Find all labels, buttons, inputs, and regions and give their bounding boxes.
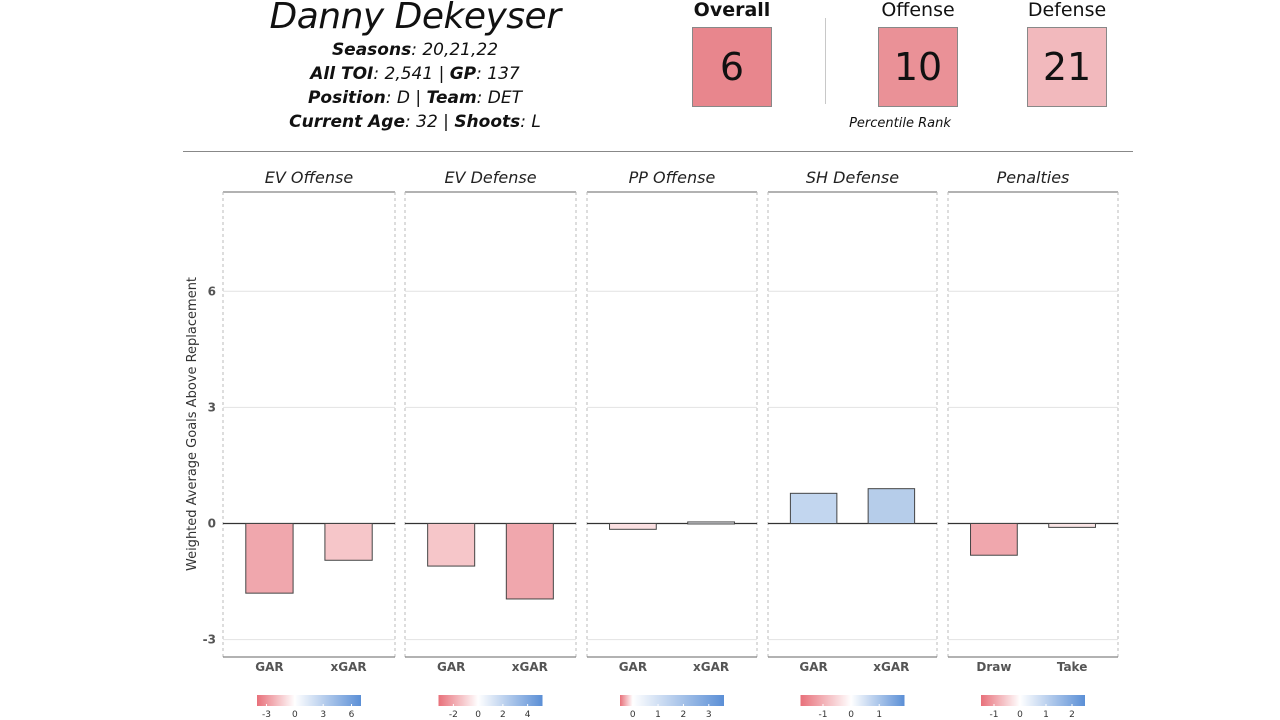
legend-tick-label: 4	[525, 710, 531, 720]
percentile-caption: Percentile Rank	[849, 116, 951, 131]
team-value: : DET	[476, 88, 523, 108]
x-tick-label: xGAR	[512, 660, 548, 674]
position-team-line: Position: D | Team: DET	[250, 86, 580, 110]
offense-rank-box: 10	[878, 27, 958, 107]
player-name: Danny Dekeyser	[269, 0, 561, 37]
legend-tick-label: 0	[292, 710, 298, 720]
panel-title: SH Defense	[806, 168, 899, 187]
legend-tick-label: 2	[681, 710, 687, 720]
legend-tick-label: 0	[630, 710, 636, 720]
panel-title: EV Offense	[265, 168, 354, 187]
x-tick-label: GAR	[799, 660, 827, 674]
panel-title: PP Offense	[629, 168, 716, 187]
gp-value: : 137	[476, 64, 520, 84]
legend-tick-label: 1	[876, 710, 882, 720]
offense-rank: Offense 10	[858, 0, 978, 107]
panel-ev-offense: EV Offense GAR xGAR -3 0 3 6	[222, 168, 396, 720]
legend-colorbar	[257, 695, 361, 706]
x-tick-label: xGAR	[330, 660, 366, 674]
shoots-label: Shoots	[454, 112, 521, 132]
bar-xgar	[324, 523, 373, 561]
x-tick-label: Take	[1057, 660, 1088, 674]
x-tick-label: GAR	[255, 660, 283, 674]
x-tick-label: Draw	[976, 660, 1011, 674]
legend-tick-label: -1	[990, 710, 999, 720]
x-tick-label: GAR	[437, 660, 465, 674]
legend-tick-label: 2	[500, 710, 506, 720]
legend-tick-label: 0	[848, 710, 854, 720]
bar-xgar	[687, 521, 735, 525]
panel-pp-offense: PP Offense GAR xGAR 0 1 2 3	[586, 168, 758, 720]
age-value: : 32 |	[405, 112, 455, 132]
header-divider	[183, 151, 1133, 152]
position-value: : D |	[385, 88, 427, 108]
legend-colorbar	[800, 695, 905, 706]
toi-gp-line: All TOI: 2,541 | GP: 137	[250, 62, 580, 86]
legend-colorbar	[981, 695, 1085, 706]
y-tick-label: 0	[208, 517, 216, 531]
legend-tick-label: 3	[706, 710, 712, 720]
bar-xgar	[505, 523, 554, 600]
x-tick-label: xGAR	[873, 660, 909, 674]
toi-value: : 2,541 |	[373, 64, 450, 84]
bar-gar	[245, 523, 294, 594]
position-label: Position	[307, 88, 386, 108]
legend-tick-label: 0	[1017, 710, 1023, 720]
player-info: Danny Dekeyser Seasons: 20,21,22 All TOI…	[250, 0, 580, 134]
y-tick-label: -3	[203, 633, 216, 647]
bar-gar	[609, 523, 657, 530]
defense-label: Defense	[1027, 0, 1107, 21]
legend-tick-label: 6	[349, 710, 355, 720]
bar-gar	[789, 492, 838, 524]
gp-label: GP	[449, 64, 477, 84]
offense-label: Offense	[881, 0, 955, 21]
legend-colorbar	[438, 695, 543, 706]
overall-rank: Overall 6	[672, 0, 792, 107]
shoots-value: : L	[520, 112, 541, 132]
legend-tick-label: -2	[449, 710, 458, 720]
legend-tick-label: -1	[818, 710, 827, 720]
legend-tick-label: 2	[1069, 710, 1075, 720]
x-tick-label: xGAR	[693, 660, 729, 674]
panel-sh-defense: SH Defense GAR xGAR -1 0 1	[767, 168, 938, 720]
seasons-label: Seasons	[331, 40, 412, 60]
legend-colorbar	[620, 695, 724, 706]
panel-penalties: Penalties Draw Take -1 0 1 2	[947, 168, 1119, 720]
legend-tick-label: 3	[320, 710, 326, 720]
panel-title: Penalties	[997, 168, 1070, 187]
legend-tick-label: 1	[1043, 710, 1049, 720]
overall-label: Overall	[693, 0, 771, 21]
overall-rank-box: 6	[692, 27, 772, 107]
seasons-value: : 20,21,22	[411, 40, 499, 60]
y-axis-label: Weighted Average Goals Above Replacement	[185, 277, 200, 571]
y-tick-label: 6	[208, 284, 216, 298]
age-shoots-line: Current Age: 32 | Shoots: L	[250, 110, 580, 134]
y-tick-label: 3	[208, 400, 216, 414]
panel-ev-defense: EV Defense GAR xGAR -2 0 2 4	[404, 168, 577, 720]
bar-xgar	[867, 488, 916, 525]
legend-tick-label: -3	[262, 710, 271, 720]
bar-take	[1048, 523, 1096, 528]
legend-tick-label: 1	[655, 710, 661, 720]
seasons-line: Seasons: 20,21,22	[250, 38, 580, 62]
team-label: Team	[426, 88, 477, 108]
defense-rank-box: 21	[1027, 27, 1107, 107]
bar-draw	[970, 523, 1018, 556]
x-tick-label: GAR	[619, 660, 647, 674]
age-label: Current Age	[289, 112, 405, 132]
bar-gar	[427, 523, 476, 567]
legend-tick-label: 0	[475, 710, 481, 720]
toi-label: All TOI	[310, 64, 374, 84]
defense-rank: Defense 21	[1007, 0, 1127, 107]
rank-divider	[825, 18, 826, 104]
panel-title: EV Defense	[444, 168, 536, 187]
